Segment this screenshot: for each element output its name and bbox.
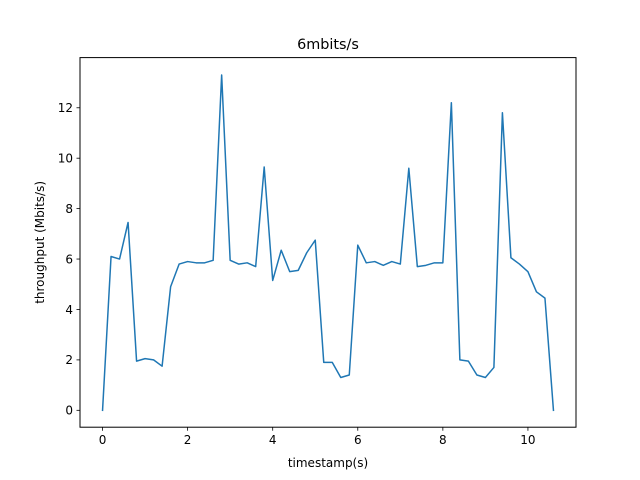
y-tick-label: 12 <box>58 101 73 115</box>
x-tick-label: 8 <box>439 433 447 447</box>
x-axis-label: timestamp(s) <box>288 456 368 470</box>
chart-title: 6mbits/s <box>297 37 359 53</box>
x-tick-label: 0 <box>99 433 107 447</box>
series-line <box>101 74 555 412</box>
y-tick-label: 6 <box>65 252 73 266</box>
y-tick-label: 10 <box>58 151 73 165</box>
x-tick-label: 4 <box>269 433 277 447</box>
plot-frame <box>79 57 577 428</box>
y-tick-label: 4 <box>65 303 73 317</box>
plot-area <box>101 74 555 412</box>
x-tick-label: 6 <box>354 433 362 447</box>
y-tick-label: 2 <box>65 353 73 367</box>
x-tick-label: 2 <box>184 433 192 447</box>
y-axis-ticks: 0 2 4 6 8 10 12 <box>58 101 80 418</box>
y-tick-label: 8 <box>65 202 73 216</box>
x-tick-label: 10 <box>520 433 535 447</box>
x-axis-ticks: 0 2 4 6 8 10 <box>99 427 536 447</box>
y-axis-label: throughput (Mbits/s) <box>33 181 47 304</box>
y-tick-label: 0 <box>65 404 73 418</box>
